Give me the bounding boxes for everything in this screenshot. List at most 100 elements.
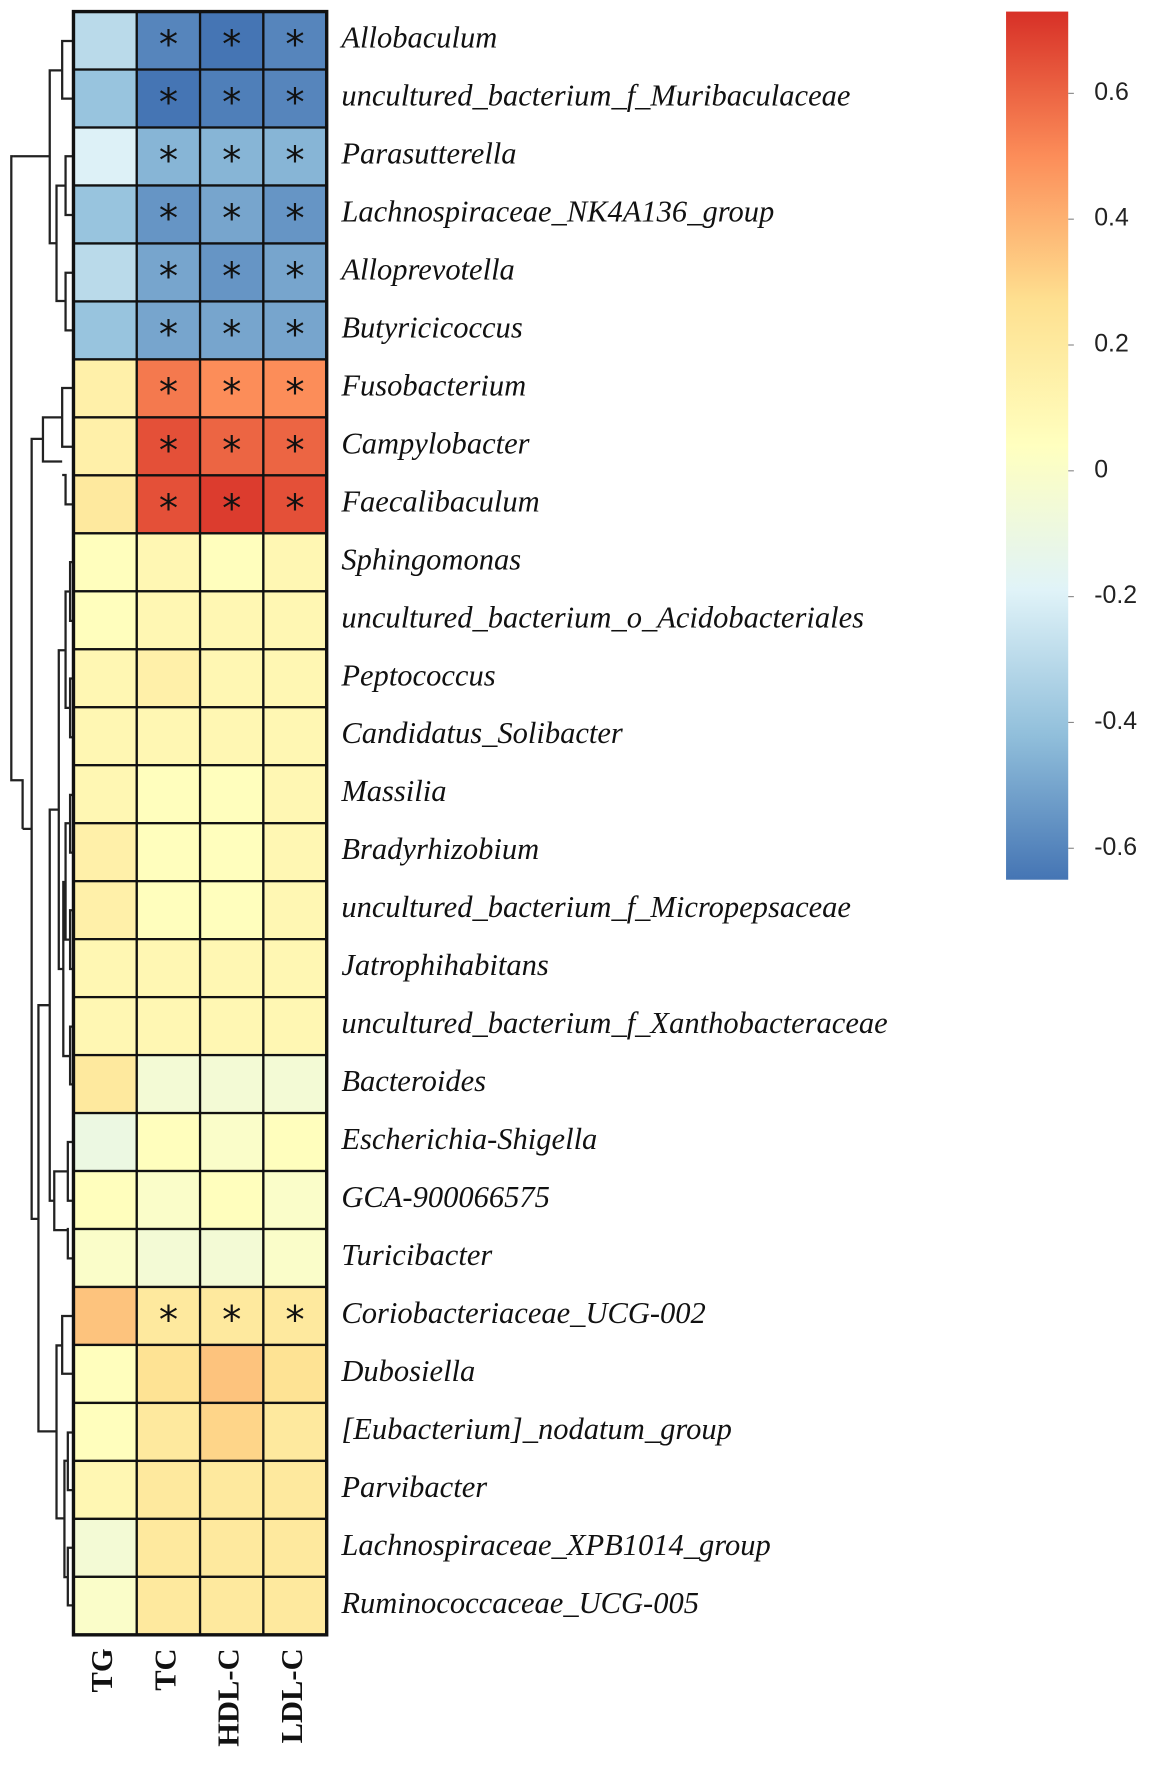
heatmap-cell — [72, 1517, 138, 1578]
heatmap-cell — [198, 1343, 265, 1405]
heatmap-cell — [262, 1285, 328, 1347]
row-label: Bradyrhizobium — [341, 832, 539, 866]
heatmap-cell — [135, 764, 202, 825]
heatmap-cell — [262, 242, 328, 303]
colorbar-tick-label: -0.6 — [1094, 833, 1137, 861]
heatmap-cell — [135, 358, 202, 419]
significance-star: * — [222, 486, 241, 531]
dendrogram-branch — [41, 386, 74, 506]
row-label: Peptococcus — [340, 658, 495, 692]
significance-star: * — [222, 370, 241, 415]
column-label: TC — [148, 1648, 182, 1690]
significance-star: * — [159, 139, 178, 184]
heatmap-cell — [262, 1575, 328, 1636]
heatmap-cell — [198, 1111, 265, 1173]
row-label: Fusobacterium — [340, 368, 526, 402]
column-label: TG — [85, 1648, 119, 1692]
heatmap-cell — [72, 242, 138, 303]
row-label: Parasutterella — [340, 137, 516, 171]
heatmap-cell — [198, 1169, 265, 1231]
significance-star: * — [285, 312, 304, 357]
heatmap-cell — [262, 1517, 328, 1578]
heatmap-cell — [135, 590, 202, 651]
heatmap-cell — [198, 822, 265, 883]
heatmap-cell — [262, 1111, 328, 1173]
heatmap-cell — [72, 880, 138, 941]
significance-star: * — [159, 81, 178, 126]
row-label: Dubosiella — [340, 1354, 475, 1388]
heatmap-cell — [135, 1343, 202, 1405]
significance-star: * — [222, 139, 241, 184]
row-label: Butyricicoccus — [341, 310, 522, 344]
heatmap-cell — [198, 1575, 265, 1636]
heatmap-cell — [198, 1401, 265, 1463]
heatmap-cell — [135, 938, 202, 999]
heatmap-cell — [135, 10, 202, 71]
row-label: Lachnospiraceae_XPB1014_group — [340, 1528, 770, 1562]
row-label: uncultured_bacterium_f_Xanthobacteraceae — [341, 1006, 887, 1040]
column-label: HDL-C — [212, 1648, 246, 1746]
column-label: LDL-C — [275, 1648, 309, 1743]
heatmap-cell — [198, 995, 265, 1057]
row-label: Allobaculum — [339, 21, 497, 55]
significance-star: * — [222, 254, 241, 299]
row-label: Lachnospiraceae_NK4A136_group — [340, 194, 774, 228]
significance-star: * — [285, 254, 304, 299]
row-label: uncultured_bacterium_o_Acidobacteriales — [341, 600, 864, 634]
heatmap-cell — [72, 590, 138, 651]
heatmap-cell — [262, 648, 328, 709]
significance-star: * — [159, 197, 178, 242]
heatmap-cell — [198, 1053, 265, 1115]
colorbar-tick-label: -0.4 — [1094, 707, 1137, 735]
heatmap-cell — [198, 1459, 265, 1521]
heatmap-cell — [262, 764, 328, 825]
heatmap-cell — [262, 1227, 328, 1289]
row-label: [Eubacterium]_nodatum_group — [341, 1412, 731, 1446]
heatmap-cell — [135, 300, 202, 361]
dendrogram-branch — [13, 39, 74, 332]
heatmap-cell — [135, 1401, 202, 1463]
heatmap-cell — [72, 532, 138, 593]
row-label: Faecalibaculum — [340, 484, 539, 518]
heatmap-cell — [198, 938, 265, 999]
heatmap-cell — [72, 822, 138, 883]
colorbar — [1006, 11, 1069, 880]
heatmap-cell — [135, 822, 202, 883]
significance-star: * — [285, 486, 304, 531]
heatmap-cell — [135, 1227, 202, 1289]
heatmap-cell — [262, 590, 328, 651]
row-label: Ruminococcaceae_UCG-005 — [340, 1586, 699, 1620]
significance-star: * — [285, 197, 304, 242]
colorbar-tick-label: 0.4 — [1094, 204, 1129, 232]
heatmap-cell — [72, 1285, 138, 1347]
significance-star: * — [285, 81, 304, 126]
heatmap-cell — [135, 242, 202, 303]
heatmap-cell — [262, 1401, 328, 1463]
significance-star: * — [222, 81, 241, 126]
heatmap-cell — [262, 1343, 328, 1405]
heatmap-cell — [72, 358, 138, 419]
heatmap-cell — [198, 590, 265, 651]
heatmap-cell — [262, 300, 328, 361]
significance-star: * — [159, 1298, 178, 1343]
row-label: Bacteroides — [341, 1064, 486, 1098]
heatmap-cell — [135, 1575, 202, 1636]
row-label: Escherichia-Shigella — [340, 1122, 597, 1156]
heatmap-cell — [135, 648, 202, 709]
significance-star: * — [159, 486, 178, 531]
heatmap-cell — [262, 938, 328, 999]
dendrogram-branch — [10, 155, 43, 1220]
significance-star: * — [285, 23, 304, 68]
colorbar-tick-label: 0.6 — [1094, 78, 1129, 106]
significance-star: * — [285, 370, 304, 415]
heatmap-cell — [72, 1401, 138, 1463]
heatmap-cell — [135, 1459, 202, 1521]
heatmap-cell — [72, 1169, 138, 1231]
significance-star: * — [159, 428, 178, 473]
significance-star: * — [159, 23, 178, 68]
significance-star: * — [159, 370, 178, 415]
heatmap-cell — [72, 300, 138, 361]
heatmap-cell — [135, 995, 202, 1057]
row-label: Alloprevotella — [339, 252, 514, 286]
